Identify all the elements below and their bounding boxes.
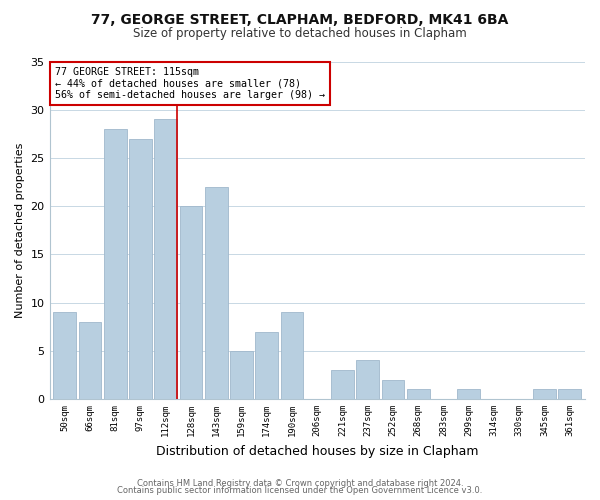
Text: 77 GEORGE STREET: 115sqm
← 44% of detached houses are smaller (78)
56% of semi-d: 77 GEORGE STREET: 115sqm ← 44% of detach… <box>55 66 325 100</box>
Bar <box>407 390 430 399</box>
Y-axis label: Number of detached properties: Number of detached properties <box>15 142 25 318</box>
Text: 77, GEORGE STREET, CLAPHAM, BEDFORD, MK41 6BA: 77, GEORGE STREET, CLAPHAM, BEDFORD, MK4… <box>91 12 509 26</box>
Bar <box>256 332 278 399</box>
Bar <box>205 187 227 399</box>
Text: Size of property relative to detached houses in Clapham: Size of property relative to detached ho… <box>133 28 467 40</box>
Bar <box>230 351 253 399</box>
Bar <box>53 312 76 399</box>
Text: Contains public sector information licensed under the Open Government Licence v3: Contains public sector information licen… <box>118 486 482 495</box>
Bar <box>129 138 152 399</box>
Bar <box>457 390 480 399</box>
Bar <box>356 360 379 399</box>
Bar <box>331 370 354 399</box>
Bar <box>79 322 101 399</box>
Bar <box>104 129 127 399</box>
X-axis label: Distribution of detached houses by size in Clapham: Distribution of detached houses by size … <box>156 444 479 458</box>
Bar <box>559 390 581 399</box>
Bar <box>533 390 556 399</box>
Bar <box>154 120 177 399</box>
Text: Contains HM Land Registry data © Crown copyright and database right 2024.: Contains HM Land Registry data © Crown c… <box>137 478 463 488</box>
Bar <box>382 380 404 399</box>
Bar <box>281 312 304 399</box>
Bar <box>179 206 202 399</box>
